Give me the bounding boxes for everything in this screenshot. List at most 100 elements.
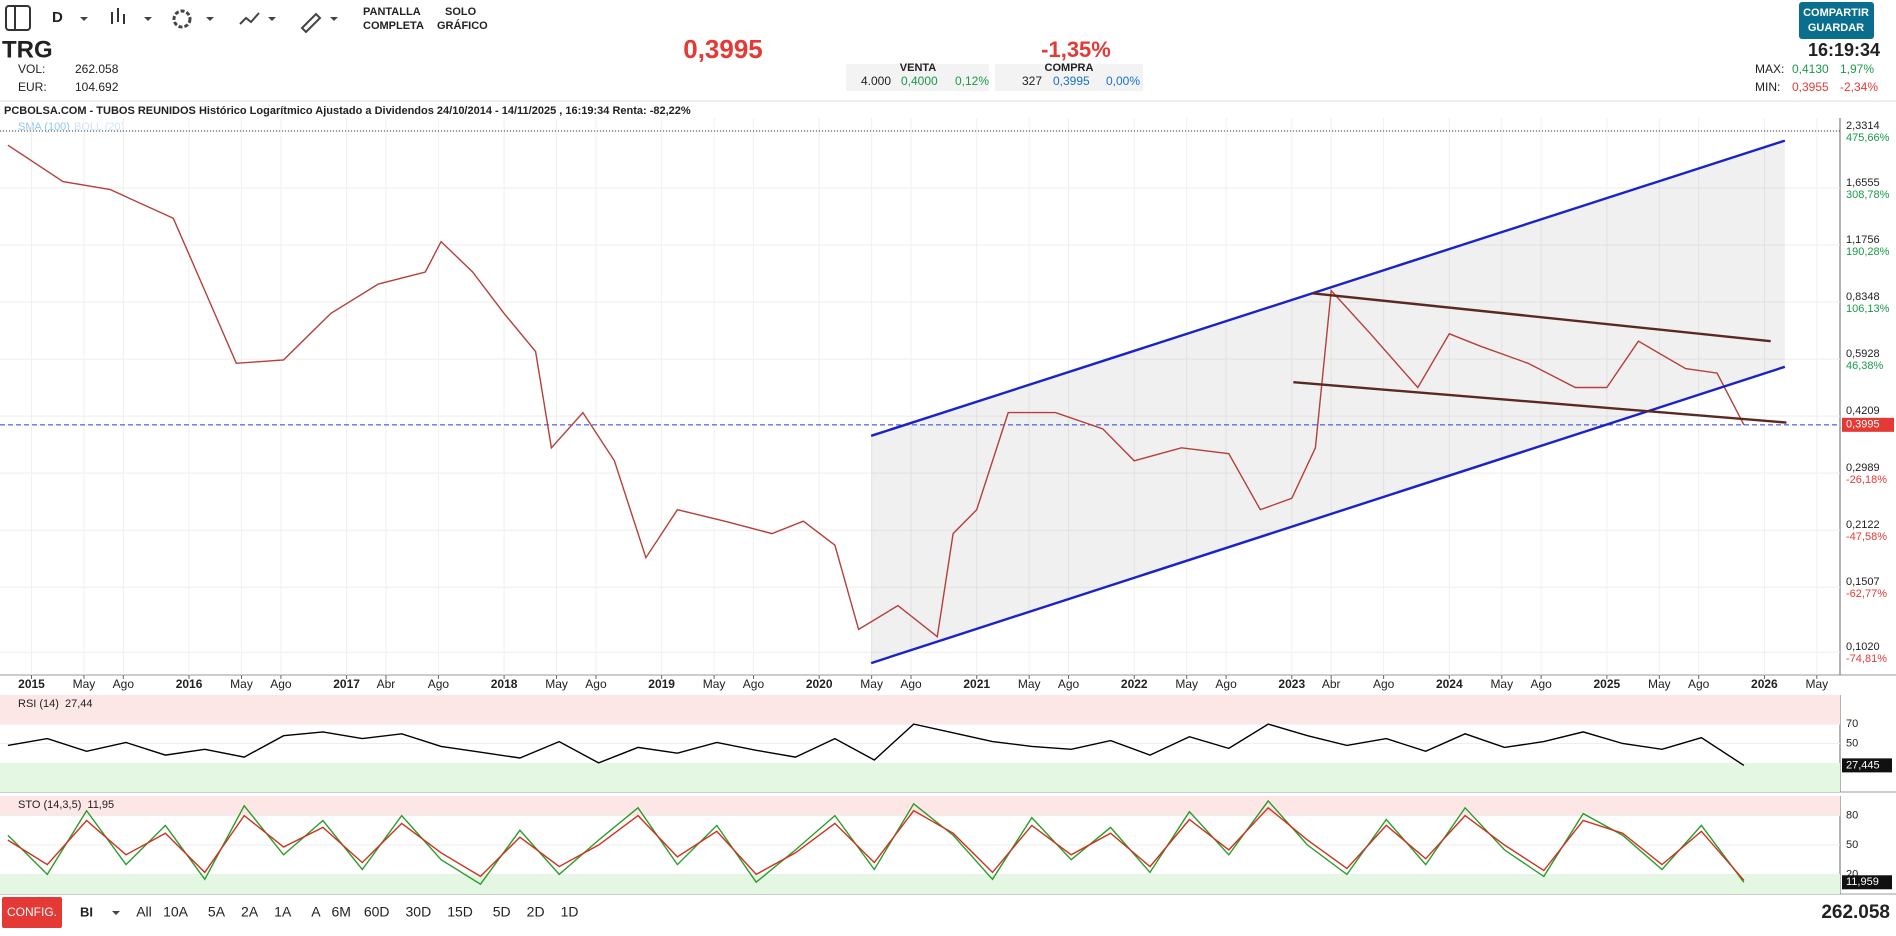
x-tick-label: May: [703, 677, 726, 691]
price-tag-label: 0,3995: [1846, 419, 1880, 431]
eur-label: EUR:: [18, 80, 47, 94]
x-tick-label: Ago: [743, 677, 765, 691]
x-tick-label: May: [1175, 677, 1198, 691]
settings-icon[interactable]: [172, 9, 192, 29]
y-tick-label: 0,1507: [1846, 576, 1880, 588]
range-button[interactable]: 10A: [163, 904, 189, 920]
x-tick-label: May: [73, 677, 96, 691]
buy-box: [995, 64, 1143, 91]
y-tick-pct: -62,77%: [1846, 588, 1887, 600]
trendline: [870, 365, 1786, 665]
sell-label: VENTA: [900, 62, 937, 74]
data-line: [7, 806, 1745, 881]
fullscreen-button[interactable]: COMPLETA: [363, 20, 424, 32]
chart-only-button[interactable]: SOLO: [445, 6, 477, 18]
share-label[interactable]: COMPARTIR: [1803, 7, 1869, 19]
x-tick-label: Ago: [113, 677, 135, 691]
config-label[interactable]: CONFIG.: [7, 905, 57, 919]
x-tick-label: Ago: [270, 677, 292, 691]
x-tick-label: 2019: [648, 677, 675, 691]
indicator-icon[interactable]: [239, 12, 260, 25]
range-button[interactable]: 15D: [447, 904, 473, 920]
sidebar-toggle[interactable]: [5, 5, 31, 31]
y-tick-pct: -47,58%: [1846, 531, 1887, 543]
indicator-title: STO (14,3,5): [18, 799, 81, 811]
x-tick-label: Ago: [900, 677, 922, 691]
x-tick-label: 2015: [18, 677, 45, 691]
x-tick-label: Ago: [585, 677, 607, 691]
range-button[interactable]: 1A: [274, 904, 292, 920]
overbought-band: [0, 695, 1840, 725]
mode-select[interactable]: BI: [80, 904, 93, 919]
sell-qty: 4.000: [861, 74, 891, 88]
eur-value: 104.692: [75, 80, 119, 94]
x-tick-label: 2022: [1121, 677, 1148, 691]
y-tick-label: 0,4209: [1846, 405, 1880, 417]
range-button[interactable]: 5A: [208, 904, 226, 920]
x-tick-label: 2023: [1278, 677, 1305, 691]
value-tag: [1842, 875, 1892, 890]
x-tick-label: Ago: [1058, 677, 1080, 691]
y-tick-label: 50: [1846, 737, 1858, 749]
fullscreen-button[interactable]: PANTALLA: [363, 6, 421, 18]
last-price: 0,3995: [683, 34, 763, 64]
change: -1,35%: [1041, 37, 1111, 62]
y-tick-label: 0,8348: [1846, 291, 1880, 303]
value-tag: [1842, 758, 1892, 773]
value-tag-label: 11,959: [1846, 876, 1879, 888]
trendline: [870, 139, 1786, 437]
share-button[interactable]: [1799, 2, 1874, 39]
range-button[interactable]: 1D: [561, 904, 579, 920]
min-price: 0,3955: [1792, 80, 1829, 94]
range-button[interactable]: 2D: [527, 904, 545, 920]
y-tick-label: 0,2122: [1846, 519, 1880, 531]
sell-box: [846, 64, 989, 91]
x-tick-label: 2024: [1436, 677, 1463, 691]
sell-price: 0,4000: [901, 74, 938, 88]
buy-qty: 327: [1022, 74, 1042, 88]
x-tick-label: May: [1018, 677, 1041, 691]
x-tick-label: 2017: [333, 677, 360, 691]
range-button[interactable]: 60D: [364, 904, 390, 920]
interval[interactable]: D: [52, 9, 63, 26]
range-button[interactable]: 6M: [331, 904, 350, 920]
y-tick-label: 50: [1846, 839, 1858, 851]
y-tick-label: 70: [1846, 718, 1858, 730]
y-tick-label: 2,3314: [1846, 120, 1880, 132]
y-tick-pct: -74,81%: [1846, 653, 1887, 665]
x-tick-label: Ago: [1688, 677, 1710, 691]
y-tick-pct: 308,78%: [1846, 189, 1890, 201]
x-tick-label: 2026: [1751, 677, 1778, 691]
y-tick-pct: 46,38%: [1846, 360, 1884, 372]
buy-price: 0,3995: [1053, 74, 1090, 88]
data-line: [7, 723, 1745, 766]
overbought-band: [0, 796, 1840, 816]
dropdown-arrows: [80, 17, 338, 21]
x-tick-label: 2018: [491, 677, 518, 691]
max-pct: 1,97%: [1840, 62, 1874, 76]
dropdown-arrow: [112, 911, 120, 915]
range-button[interactable]: 5D: [493, 904, 511, 920]
ticker: TRG: [2, 36, 53, 63]
chart-type-icon[interactable]: [111, 8, 125, 24]
range-button[interactable]: A: [311, 904, 321, 920]
x-tick-label: May: [230, 677, 253, 691]
y-tick-label: 0,1020: [1846, 641, 1880, 653]
draw-icon[interactable]: [300, 12, 322, 34]
y-tick-label: 0,5928: [1846, 348, 1880, 360]
buy-pct: 0,00%: [1106, 74, 1140, 88]
config-button[interactable]: [2, 897, 62, 928]
range-button[interactable]: 30D: [406, 904, 432, 920]
range-button[interactable]: 2A: [241, 904, 259, 920]
max-price: 0,4130: [1792, 62, 1829, 76]
x-tick-label: Ago: [1530, 677, 1552, 691]
data-line: [7, 144, 1745, 638]
y-tick-pct: 475,66%: [1846, 132, 1890, 144]
range-button[interactable]: All: [136, 904, 152, 920]
save-label[interactable]: GUARDAR: [1808, 22, 1864, 34]
clock: 16:19:34: [1808, 40, 1880, 60]
chart-only-button[interactable]: GRÁFICO: [437, 19, 488, 32]
chart-title: PCBOLSA.COM - TUBOS REUNIDOS Histórico L…: [4, 105, 691, 117]
